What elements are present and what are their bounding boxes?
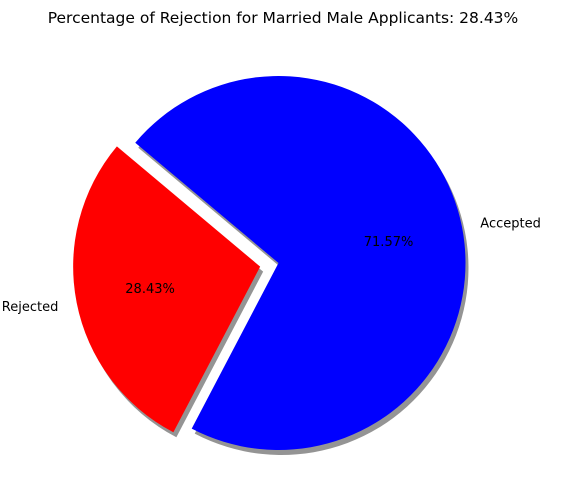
- chart-title: Percentage of Rejection for Married Male…: [48, 9, 519, 27]
- pie-percent-label-accepted: 71.57%: [364, 235, 414, 250]
- pie-slice-accepted: [135, 76, 466, 451]
- pie-slice-label-accepted: Accepted: [480, 217, 541, 232]
- pie-slice-rejected: [73, 146, 261, 433]
- pie-labels: 28.43% Rejected 71.57% Accepted: [2, 217, 541, 315]
- pie-slices: [73, 76, 466, 451]
- pie-slice-label-rejected: Rejected: [2, 300, 59, 315]
- pie-percent-label-rejected: 28.43%: [125, 282, 175, 297]
